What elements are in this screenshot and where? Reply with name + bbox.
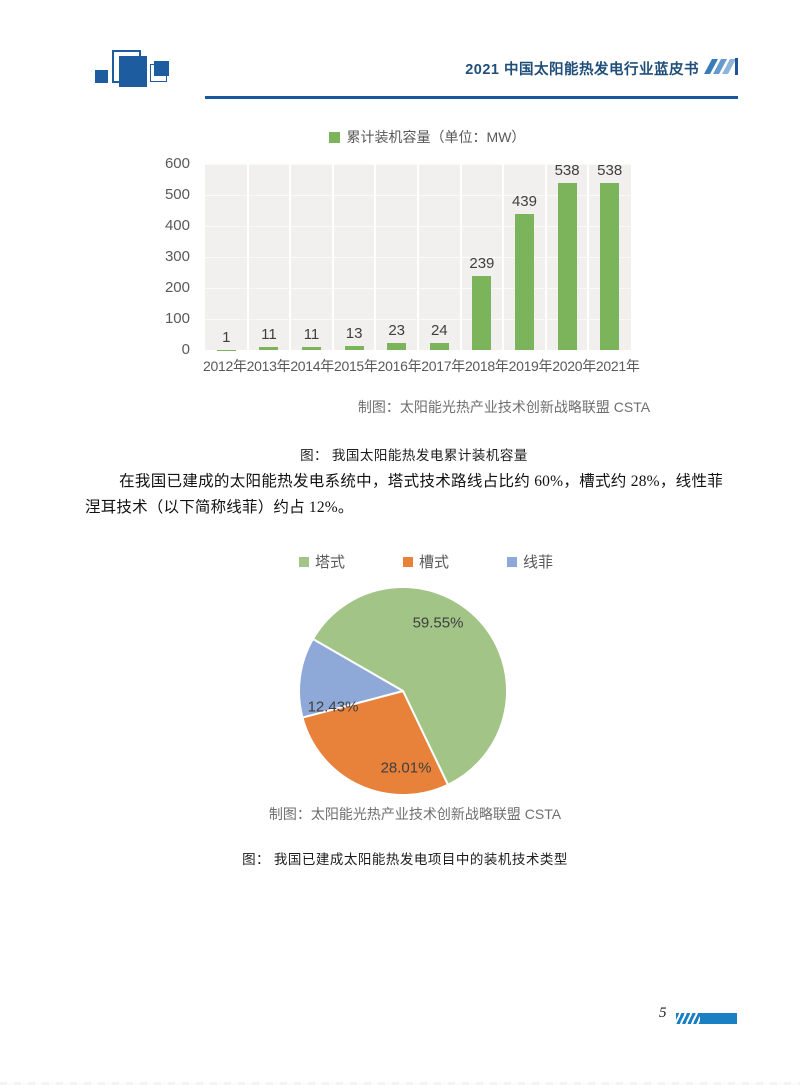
- legend-swatch-icon: [328, 131, 340, 143]
- footer-bar-decoration: [676, 1013, 737, 1024]
- pie-slice-label-tower: 59.55%: [412, 614, 464, 632]
- legend-item: 线菲: [507, 551, 553, 572]
- logo-square-right: [154, 61, 169, 76]
- gridline: [246, 164, 249, 350]
- y-tick-label: 300: [164, 248, 190, 265]
- page-bottom-edge: [0, 1082, 800, 1085]
- legend-item: 塔式: [298, 551, 345, 572]
- legend-item: 槽式: [402, 551, 449, 572]
- bar: [429, 342, 449, 350]
- bar: [302, 346, 321, 350]
- gridline: [374, 164, 377, 350]
- gridline: [459, 164, 462, 350]
- gridline: [544, 164, 547, 350]
- figure-caption-pie: 图： 我国已建成太阳能热发电项目中的装机技术类型: [242, 852, 568, 867]
- legend-label: 累计装机容量（单位：MW）: [346, 129, 526, 145]
- header-rule: [205, 96, 738, 99]
- figure-caption-bar: 图： 我国太阳能热发电累计装机容量: [300, 448, 528, 463]
- x-tick-label: 2021年: [595, 358, 640, 374]
- bar: [515, 213, 534, 350]
- body-paragraph: 在我国已建成的太阳能热发电系统中，塔式技术路线占比约 60%，槽式约 28%，线…: [85, 473, 723, 516]
- footer-stripes-icon: [676, 1013, 700, 1024]
- pie-chart-legend: 塔式 槽式 线菲: [26, 551, 800, 572]
- gridline: [587, 164, 590, 350]
- x-tick-label: 2015年: [333, 358, 378, 374]
- legend-label: 槽式: [418, 554, 449, 571]
- chart-source-credit: 制图：太阳能光热产业技术创新战略联盟 CSTA: [357, 399, 651, 415]
- legend-label: 线菲: [523, 554, 554, 571]
- y-tick-label: 200: [164, 279, 190, 296]
- x-tick-label: 2013年: [246, 358, 291, 374]
- bar-value-label: 24: [430, 321, 448, 339]
- bar-value-label: 11: [261, 325, 277, 343]
- legend-swatch-icon: [402, 556, 413, 567]
- x-tick-label: 2019年: [508, 358, 553, 374]
- gridline: [331, 164, 334, 350]
- chart-source-credit: 制图：太阳能光热产业技术创新战略联盟 CSTA: [268, 806, 562, 822]
- bar: [472, 275, 492, 350]
- y-tick-label: 600: [164, 155, 190, 172]
- y-tick-label: 400: [164, 217, 190, 234]
- page-number: 5: [659, 1005, 667, 1021]
- bar-value-label: 11: [303, 325, 320, 343]
- pie-slice: [298, 638, 404, 719]
- logo-square-large: [119, 56, 147, 87]
- header-title: 2021 中国太阳能热发电行业蓝皮书: [465, 62, 699, 78]
- bar-value-label: 538: [554, 162, 580, 180]
- x-tick-label: 2018年: [464, 358, 509, 374]
- x-axis: 2012年 2013年 2014年 2015年 2016年 2017年 2018年 2019年…: [203, 356, 640, 376]
- header-stripes-icon: [704, 58, 738, 75]
- x-tick-label: 2014年: [290, 358, 334, 374]
- bar: [557, 183, 577, 350]
- bar: [344, 346, 364, 350]
- pie-slice-label-fresnel: 12.43%: [307, 698, 359, 716]
- legend-label: 塔式: [314, 554, 345, 571]
- pie-svg: [298, 586, 508, 796]
- bar: [600, 183, 620, 350]
- x-tick-label: 2017年: [421, 358, 465, 374]
- bar-chart-legend: 累计装机容量（单位：MW）: [27, 127, 800, 147]
- x-tick-label: 2020年: [552, 358, 596, 374]
- bar-value-label: 23: [388, 321, 406, 339]
- pie-slice: [311, 586, 508, 786]
- pie-slice-label-trough: 28.01%: [380, 759, 432, 777]
- gridline: [417, 164, 419, 350]
- y-axis: 0 100 200 300 400 500 600: [150, 155, 198, 358]
- legend-swatch-icon: [298, 556, 309, 567]
- logo-square-small: [95, 70, 108, 83]
- x-tick-label: 2012年: [203, 358, 247, 374]
- x-tick-label: 2016年: [377, 358, 422, 374]
- bar-value-label: 13: [345, 324, 363, 342]
- bar-value-label: 1: [222, 328, 231, 346]
- bar-value-label: 538: [597, 162, 623, 180]
- bar-value-label: 439: [511, 192, 537, 210]
- y-tick-label: 0: [181, 341, 190, 358]
- gridline: [502, 164, 505, 350]
- y-tick-label: 500: [164, 186, 190, 203]
- pie-chart: 59.55% 28.01% 12.43%: [296, 584, 510, 798]
- pie-slice: [301, 690, 449, 796]
- gridline: [289, 164, 292, 350]
- bar: [259, 346, 279, 350]
- bar-plot-area: 1 11 11 13 23 24 239 439 538 538: [205, 162, 631, 350]
- bar: [387, 342, 407, 350]
- y-tick-label: 100: [164, 310, 190, 327]
- bar-value-label: 239: [469, 254, 495, 272]
- legend-swatch-icon: [507, 556, 517, 567]
